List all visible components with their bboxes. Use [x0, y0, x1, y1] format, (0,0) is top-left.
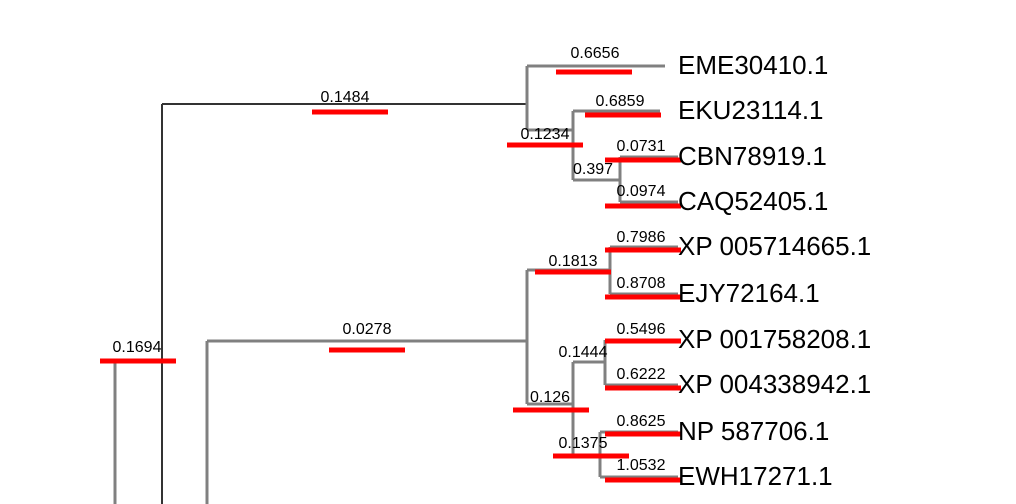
branch-label: 0.0278: [343, 321, 392, 338]
branch-label: 0.8708: [617, 275, 666, 292]
branch-label: 1.0532: [617, 457, 666, 474]
leaf-label: EME30410.1: [678, 50, 828, 80]
branch-label: 0.6859: [596, 93, 645, 110]
branch-label: 0.6222: [617, 366, 666, 383]
branch-label: 0.0731: [617, 138, 666, 155]
branch-label: 0.1375: [559, 435, 608, 452]
leaf-label: EWH17271.1: [678, 461, 833, 491]
leaf-label: CBN78919.1: [678, 141, 827, 171]
branch-label: 0.1444: [559, 344, 608, 361]
branch-label: 0.126: [530, 389, 570, 406]
leaf-label: XP 005714665.1: [678, 231, 871, 261]
leaf-label: EKU23114.1: [678, 95, 824, 125]
leaf-label: NP 587706.1: [678, 416, 829, 446]
branch-label: 0.0974: [617, 183, 666, 200]
leaf-labels: EME30410.1 EKU23114.1 CBN78919.1 CAQ52405.1…: [678, 50, 871, 491]
leaf-label: XP 004338942.1: [678, 369, 871, 399]
branch-labels: 0.6656 0.1484 0.6859 0.1234 0.07310.3970.097…: [113, 45, 666, 474]
branch-label: 0.6656: [571, 45, 620, 62]
leaf-label: CAQ52405.1: [678, 186, 828, 216]
leaf-label: EJY72164.1: [678, 278, 820, 308]
branch-label: 0.1694: [113, 339, 162, 356]
branch: [113, 245, 678, 504]
branch-label: 0.5496: [617, 321, 666, 338]
branch-label: 0.1484: [321, 89, 370, 106]
branch-label: 0.397: [573, 161, 613, 178]
branch-label: 0.8625: [617, 413, 666, 430]
branch-label: 0.1813: [549, 253, 598, 270]
length-markers: [100, 69, 681, 483]
branch: [161, 103, 527, 504]
branch-label: 0.1234: [521, 126, 570, 143]
leaf-label: XP 001758208.1: [678, 324, 871, 354]
branch-label: 0.7986: [617, 229, 666, 246]
